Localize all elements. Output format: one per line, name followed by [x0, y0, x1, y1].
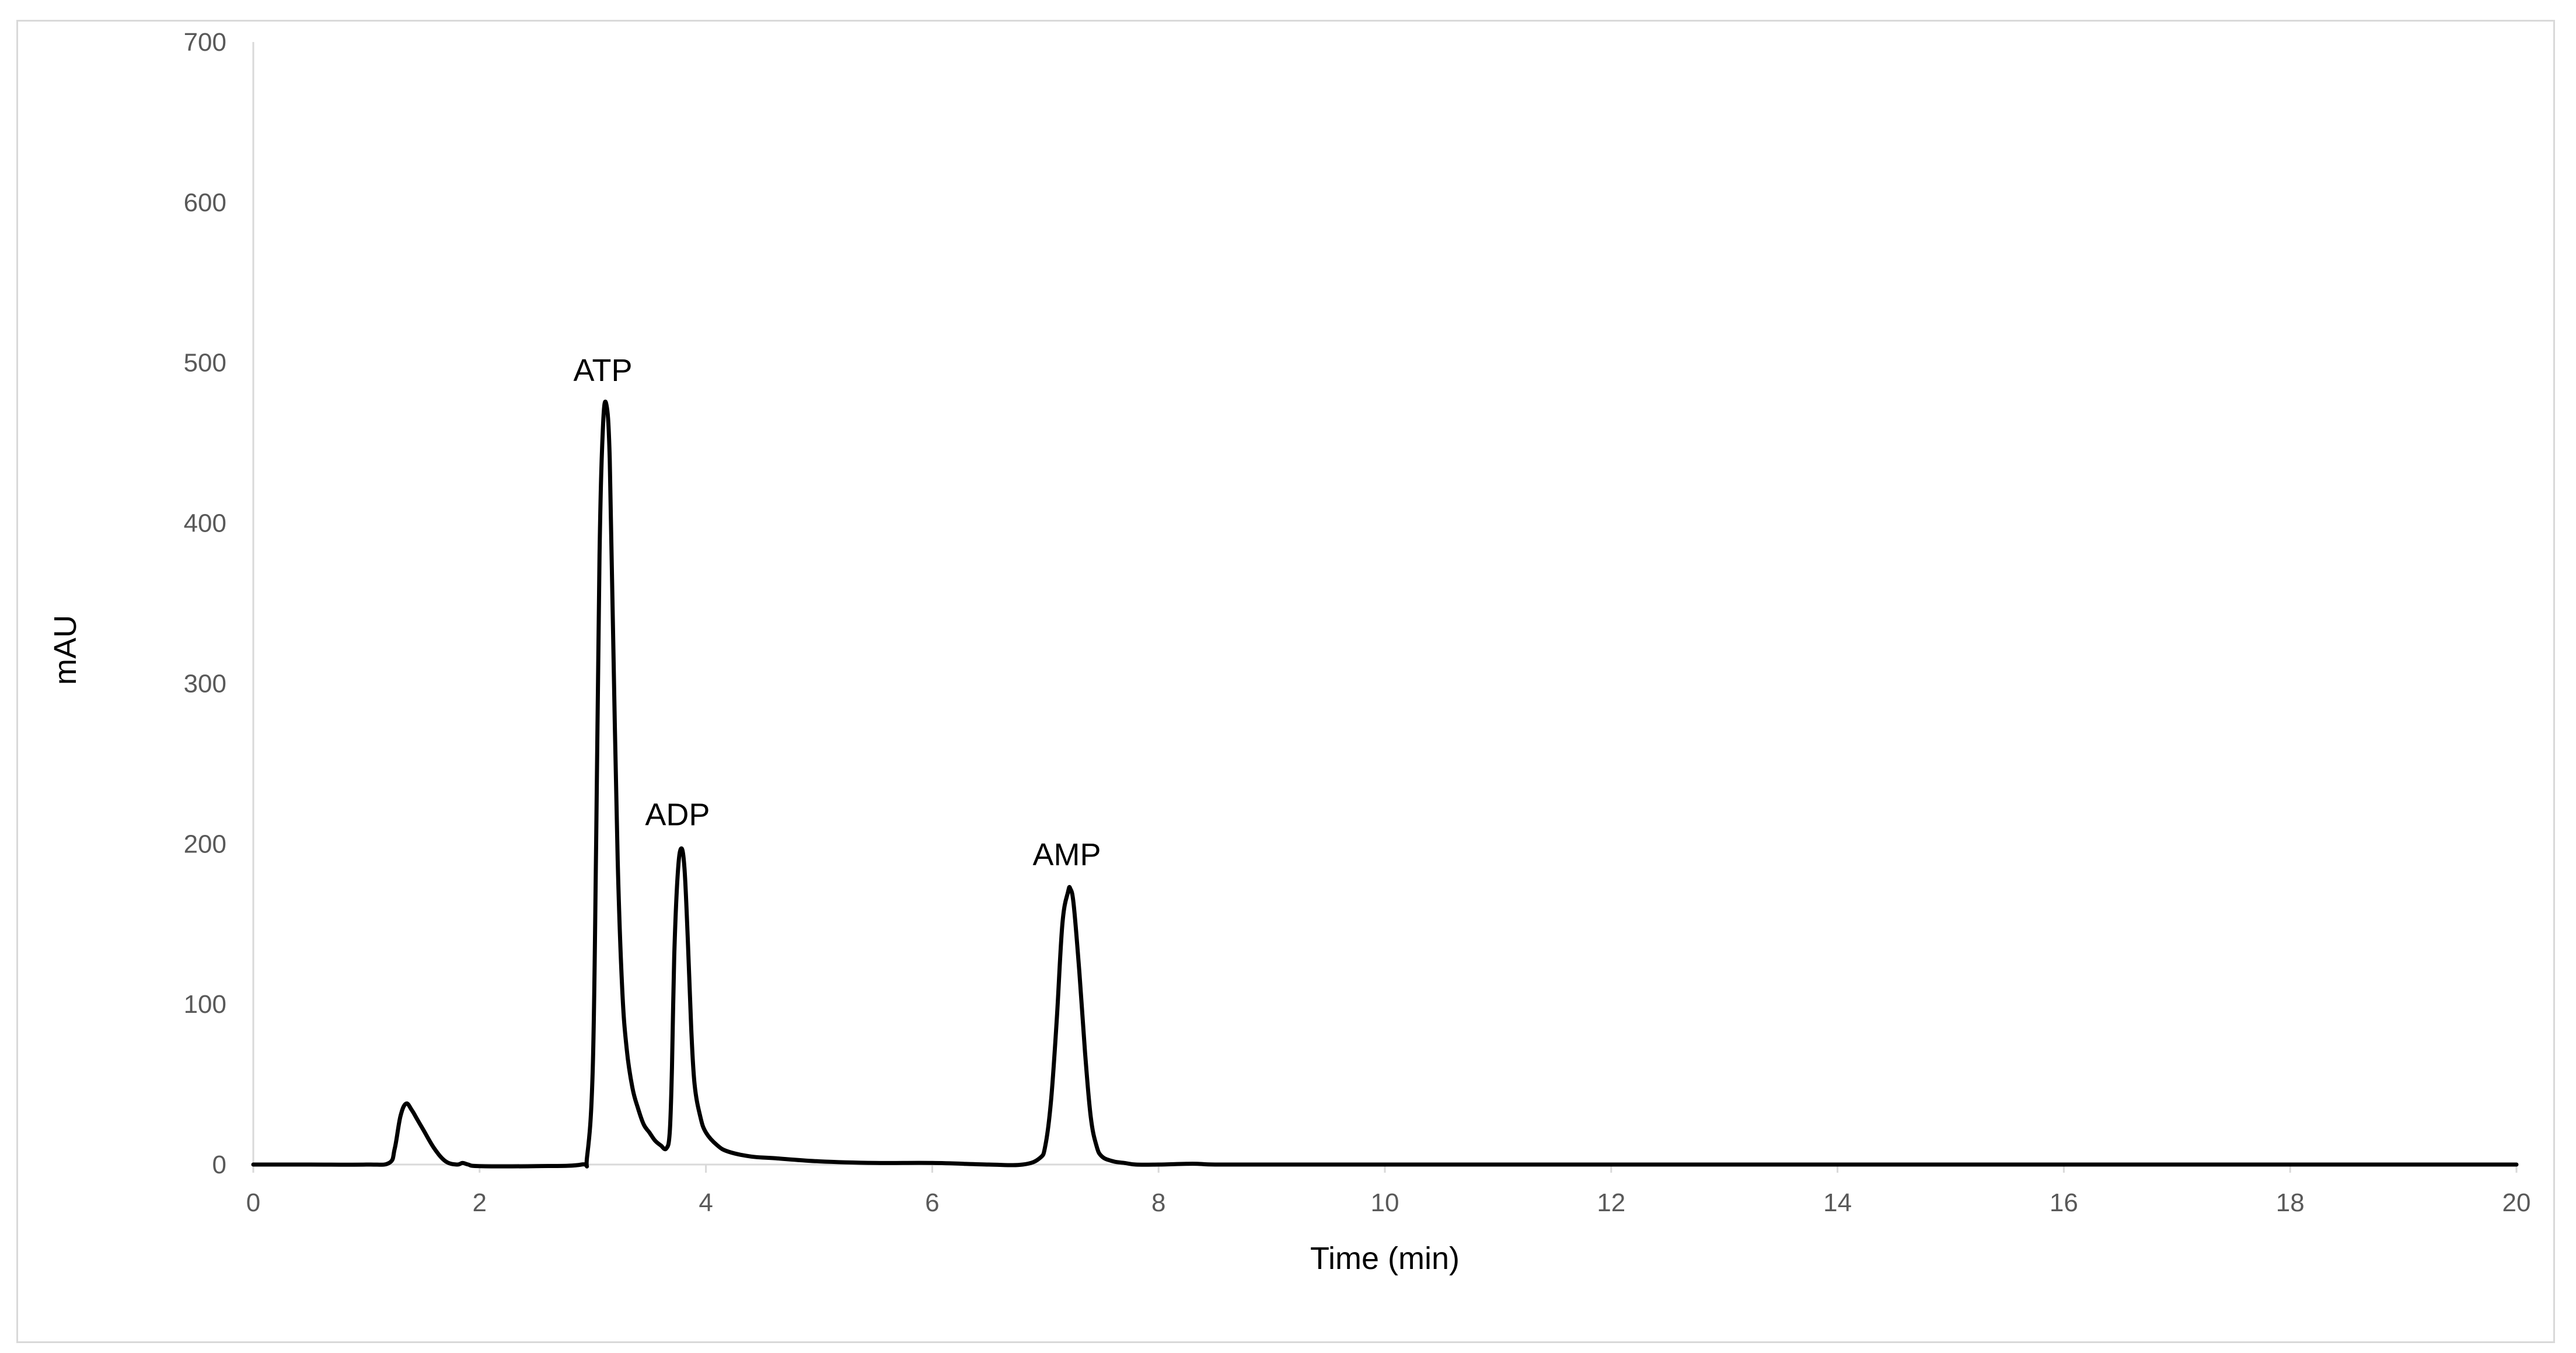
y-tick-label: 0 [212, 1151, 226, 1179]
series-line [251, 400, 2519, 1169]
x-tick-label: 0 [246, 1188, 260, 1217]
y-tick-label: 300 [184, 669, 226, 698]
y-tick-label: 100 [184, 990, 226, 1019]
y-tick-label: 200 [184, 830, 226, 858]
y-axis-title: mAU [48, 615, 83, 685]
x-tick-label: 10 [1371, 1188, 1399, 1217]
series-group [251, 400, 2519, 1169]
y-tick-label: 400 [184, 509, 226, 538]
peak-label: ADP [645, 798, 710, 833]
peak-labels: ATP ADP AMP [573, 353, 1101, 872]
y-tick-label: 500 [184, 349, 226, 377]
x-tick-label: 16 [2050, 1188, 2078, 1217]
x-tick-label: 20 [2502, 1188, 2531, 1217]
x-axis-title: Time (min) [1310, 1241, 1460, 1276]
y-tick-label: 700 [184, 28, 226, 57]
x-tick-label: 14 [1823, 1188, 1852, 1217]
x-tick-label: 18 [2276, 1188, 2305, 1217]
x-tick-label: 8 [1151, 1188, 1165, 1217]
x-axis: 0 2 4 6 8 10 12 14 16 18 20 [246, 1163, 2531, 1217]
peak-label: ATP [573, 353, 632, 388]
chart-frame [16, 20, 2555, 1343]
x-tick-label: 2 [473, 1188, 487, 1217]
peak-label: AMP [1032, 837, 1101, 872]
x-tick-label: 6 [925, 1188, 939, 1217]
x-tick-label: 4 [699, 1188, 713, 1217]
y-tick-label: 600 [184, 188, 226, 217]
x-tick-label: 12 [1597, 1188, 1625, 1217]
y-axis: 0 100 200 300 400 500 600 700 [184, 28, 254, 1179]
